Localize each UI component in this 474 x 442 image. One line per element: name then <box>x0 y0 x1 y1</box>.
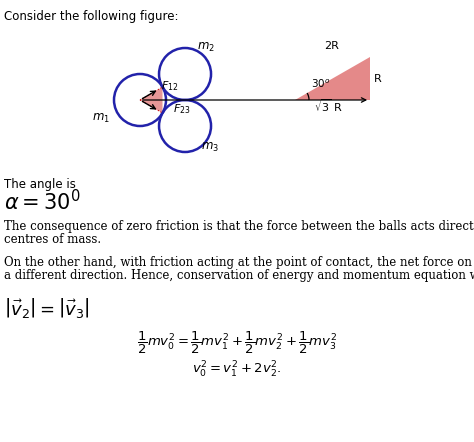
Text: The angle is: The angle is <box>4 178 76 191</box>
Text: centres of mass.: centres of mass. <box>4 233 101 246</box>
Text: $\left|\vec{v}_2\right| = \left|\vec{v}_3\right|$: $\left|\vec{v}_2\right| = \left|\vec{v}_… <box>4 296 90 320</box>
Text: $v_0^2 = v_1^2 + 2v_2^2.$: $v_0^2 = v_1^2 + 2v_2^2.$ <box>192 360 282 380</box>
Text: $\sqrt{3}$ R: $\sqrt{3}$ R <box>314 97 343 114</box>
Text: $30^o$: $30^o$ <box>311 78 330 90</box>
Polygon shape <box>140 87 163 113</box>
Text: $F_{23}$: $F_{23}$ <box>173 102 191 116</box>
Text: R: R <box>374 73 382 84</box>
Polygon shape <box>295 57 370 100</box>
Text: Consider the following figure:: Consider the following figure: <box>4 10 179 23</box>
Text: $m_1$: $m_1$ <box>92 112 110 125</box>
Text: $\dfrac{1}{2}mv_0^2 = \dfrac{1}{2}mv_1^2 + \dfrac{1}{2}mv_2^2 + \dfrac{1}{2}mv_3: $\dfrac{1}{2}mv_0^2 = \dfrac{1}{2}mv_1^2… <box>137 330 337 356</box>
Text: 2R: 2R <box>325 41 339 51</box>
Text: $m_2$: $m_2$ <box>197 41 215 54</box>
Text: $m_3$: $m_3$ <box>201 141 219 154</box>
Text: a different direction. Hence, conservation of energy and momentum equation would: a different direction. Hence, conservati… <box>4 269 474 282</box>
Text: $F_{12}$: $F_{12}$ <box>161 79 178 93</box>
Text: The consequence of zero friction is that the force between the balls acts direct: The consequence of zero friction is that… <box>4 220 474 233</box>
Text: $\alpha = 30^{0}$: $\alpha = 30^{0}$ <box>4 189 81 214</box>
Text: On the other hand, with friction acting at the point of contact, the net force o: On the other hand, with friction acting … <box>4 256 474 269</box>
